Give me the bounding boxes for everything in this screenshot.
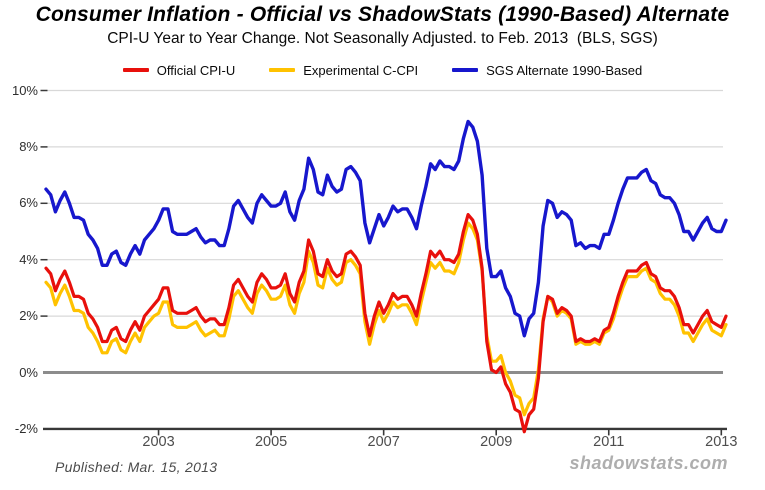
legend-item-sgs-alternate: SGS Alternate 1990-Based [452,63,642,78]
yellow-line-swatch-icon [269,68,296,72]
y-axis-label-2: 2% [19,308,38,324]
x-axis-label-2005: 2005 [254,434,288,450]
chart-axes [40,89,727,436]
legend-item-experimental-ccpi: Experimental C-CPI [269,63,418,78]
experimental-ccpi-line [44,221,728,417]
chart-subtitle: CPI-U Year to Year Change. Not Seasonall… [107,30,658,47]
legend-label: Official CPI-U [156,62,236,78]
x-axis-label-2003: 2003 [142,434,175,450]
blue-line-swatch-icon [452,68,479,72]
x-axis-label-2007: 2007 [367,434,400,450]
x-axis-label-2013: 2013 [705,434,738,450]
chart-legend: Official CPI-U Experimental C-CPI SGS Al… [0,61,765,79]
y-axis-label-10: 10% [11,82,38,98]
sgs-alternate-line [44,119,728,338]
y-axis-label-8: 8% [19,138,38,154]
legend-item-official-cpiu: Official CPI-U [122,62,236,78]
chart-title: Consumer Inflation - Official vs ShadowS… [35,3,730,26]
y-axis-label-6: 6% [19,195,38,211]
x-axis-label-2009: 2009 [480,434,513,450]
shadowstats-watermark: shadowstats.com [569,453,728,473]
legend-label: Experimental C-CPI [303,62,419,78]
y-axis-label-0: 0% [19,364,38,380]
chart-series [44,119,728,434]
red-line-swatch-icon [122,68,149,72]
official-cpiu-line [44,213,728,434]
published-date-note: Published: Mar. 15, 2013 [55,459,218,475]
legend-label: SGS Alternate 1990-Based [486,62,643,78]
y-axis-label-4: 4% [19,251,38,267]
x-axis-label-2011: 2011 [593,434,625,450]
y-axis-label-neg2: -2% [14,420,38,436]
